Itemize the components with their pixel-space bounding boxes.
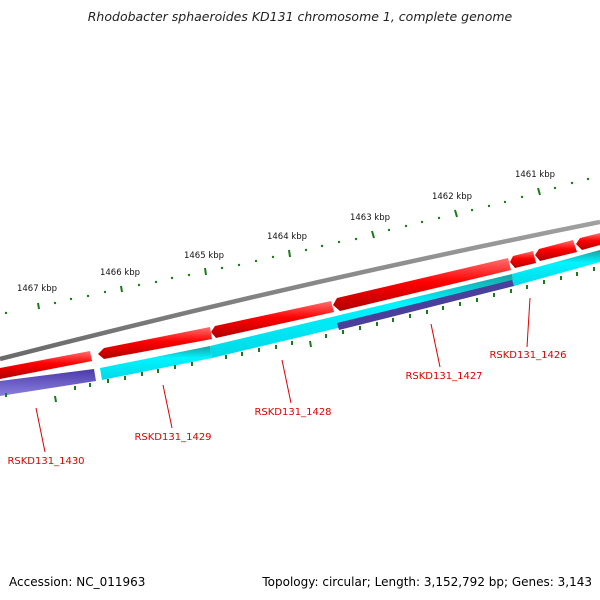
feature-1427 <box>337 280 514 330</box>
gene-forward-1425 <box>576 233 600 250</box>
gene-label-1430: RSKD131_1430 <box>7 456 84 467</box>
cds-1426 <box>512 250 600 286</box>
gene-label-1426: RSKD131_1426 <box>489 350 566 361</box>
tick-label-1462: 1462 kbp <box>432 192 472 202</box>
inner-ticks <box>5 267 595 403</box>
feature-track <box>0 280 514 396</box>
gene-forward-1426a <box>510 251 536 268</box>
cds-1429 <box>100 346 212 380</box>
tick-label-1461: 1461 kbp <box>515 170 555 180</box>
gene-forward-1429 <box>98 327 212 359</box>
tick-label-1466: 1466 kbp <box>100 268 140 278</box>
genome-backbone <box>0 219 600 362</box>
gene-label-1428: RSKD131_1428 <box>254 407 331 418</box>
forward-genes <box>0 233 600 379</box>
scale-major-ticks <box>37 187 541 310</box>
scale-dots <box>4 177 590 315</box>
cds-track <box>100 250 600 380</box>
gene-label-1429: RSKD131_1429 <box>134 432 211 443</box>
tick-label-1467: 1467 kbp <box>17 284 57 294</box>
tick-label-1464: 1464 kbp <box>267 232 307 242</box>
label-leaders <box>35 297 531 453</box>
gene-forward-1427 <box>333 258 511 311</box>
genome-summary-text: Topology: circular; Length: 3,152,792 bp… <box>262 575 592 589</box>
gene-forward-1430 <box>0 351 92 379</box>
gene-forward-1426b <box>535 240 577 261</box>
gene-forward-1428 <box>211 301 334 338</box>
cds-1428-1427 <box>210 274 514 358</box>
accession-text: Accession: NC_011963 <box>9 575 146 589</box>
tick-label-1465: 1465 kbp <box>184 251 224 261</box>
gene-label-1427: RSKD131_1427 <box>405 371 482 382</box>
tick-label-1463: 1463 kbp <box>350 213 390 223</box>
map-title: Rhodobacter sphaeroides KD131 chromosome… <box>87 9 513 24</box>
feature-1430 <box>0 369 96 396</box>
